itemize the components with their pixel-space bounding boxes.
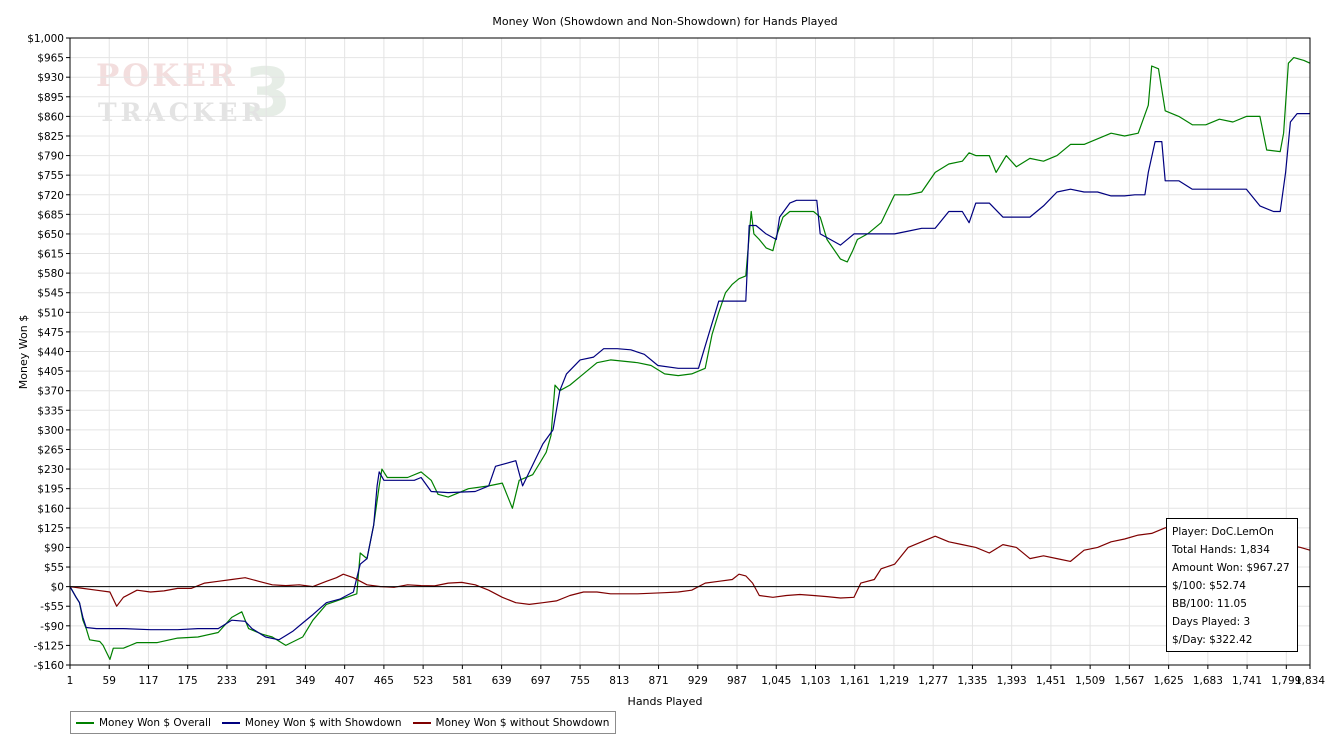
y-tick-label: $930 [37, 72, 64, 84]
x-tick-label: 1,799 [1271, 675, 1301, 687]
x-tick-label: 1 [67, 675, 74, 687]
y-tick-label: -$90 [40, 621, 64, 633]
y-tick-label: $965 [37, 53, 64, 65]
y-tick-label: $615 [37, 249, 64, 261]
x-tick-label: 1,219 [879, 675, 909, 687]
legend-label-non-showdown: Money Won $ without Showdown [435, 716, 610, 729]
series-line-showdown [69, 113, 1310, 641]
x-tick-label: 1,683 [1193, 675, 1223, 687]
x-tick-label: 1,741 [1232, 675, 1262, 687]
y-axis-ticks: -$160 -$125 -$90 -$55 $0 $55 $90 $125 $160 $195 $2… [27, 33, 70, 672]
x-tick-label: 987 [727, 675, 747, 687]
y-tick-label: $545 [37, 288, 64, 300]
x-axis-title: Hands Played [628, 695, 703, 708]
legend-item-overall[interactable]: Money Won $ Overall [71, 717, 217, 729]
y-tick-label: $230 [37, 464, 64, 476]
plot-frame [69, 37, 1311, 666]
x-tick-label: 871 [649, 675, 669, 687]
y-axis-title: Money Won $ [17, 315, 30, 389]
x-tick-label: 1,045 [761, 675, 791, 687]
player-stats-box: Player: DoC.LemOn Total Hands: 1,834 Amo… [1166, 518, 1298, 652]
y-tick-label: $475 [37, 327, 64, 339]
y-tick-label: $265 [37, 444, 64, 456]
y-tick-label: $860 [37, 111, 64, 123]
y-tick-label: $90 [44, 542, 64, 554]
y-tick-label: $580 [37, 268, 64, 280]
y-tick-label: $825 [37, 131, 64, 143]
legend-label-showdown: Money Won $ with Showdown [244, 716, 402, 729]
x-tick-label: 581 [452, 675, 472, 687]
y-tick-label: $1,000 [27, 33, 64, 45]
y-tick-label: -$160 [33, 660, 64, 672]
x-tick-label: 1,335 [957, 675, 987, 687]
y-tick-label: $160 [37, 503, 64, 515]
x-tick-label: 1,161 [840, 675, 870, 687]
x-tick-label: 639 [492, 675, 512, 687]
series-line-non-showdown [69, 521, 1311, 607]
legend-swatch-non-showdown [412, 721, 431, 724]
stat-days-played: Days Played: 3 [1172, 616, 1251, 628]
x-tick-label: 523 [413, 675, 433, 687]
x-tick-label: 117 [138, 675, 158, 687]
y-tick-label: $335 [37, 405, 64, 417]
x-tick-label: 755 [570, 675, 590, 687]
x-axis-ticks: 1 59 117 175 233 291 349 407 465 523 581 639 697 755 8… [67, 665, 1325, 687]
stat-per-day: $/Day: $322.42 [1172, 634, 1253, 646]
stat-total-hands: Total Hands: 1,834 [1172, 544, 1270, 556]
legend-swatch-overall [76, 721, 94, 724]
legend-item-non-showdown[interactable]: Money Won $ without Showdown [408, 717, 616, 729]
x-tick-label: 407 [335, 675, 355, 687]
x-tick-label: 1,393 [997, 675, 1027, 687]
x-tick-label: 59 [103, 675, 116, 687]
x-tick-label: 1,103 [800, 675, 830, 687]
chart-title: Money Won (Showdown and Non-Showdown) fo… [492, 15, 837, 28]
y-tick-label: $195 [37, 484, 64, 496]
y-tick-label: $790 [37, 151, 64, 163]
y-tick-label: -$125 [33, 640, 64, 652]
y-tick-label: $510 [37, 307, 64, 319]
series-line-overall [69, 57, 1311, 660]
y-tick-label: $0 [51, 582, 64, 594]
x-tick-label: 1,834 [1295, 675, 1325, 687]
chart-legend: Money Won $ Overall Money Won $ with Sho… [70, 711, 617, 734]
y-tick-label: $300 [37, 425, 64, 437]
legend-item-showdown[interactable]: Money Won $ with Showdown [217, 717, 408, 729]
y-tick-label: $125 [37, 523, 64, 535]
x-tick-label: 1,509 [1075, 675, 1105, 687]
grid-lines [69, 37, 1311, 666]
x-tick-label: 349 [295, 675, 315, 687]
x-tick-label: 813 [609, 675, 629, 687]
y-tick-label: $685 [37, 209, 64, 221]
x-tick-label: 1,625 [1154, 675, 1184, 687]
legend-label-overall: Money Won $ Overall [99, 716, 211, 729]
stat-amount-won: Amount Won: $967.27 [1172, 562, 1290, 574]
y-tick-label: $55 [44, 562, 64, 574]
stat-bb-100: BB/100: 11.05 [1172, 598, 1247, 610]
y-tick-label: $720 [37, 190, 64, 202]
x-tick-label: 929 [688, 675, 708, 687]
y-tick-label: $370 [37, 386, 64, 398]
y-tick-label: $755 [37, 170, 64, 182]
y-tick-label: $895 [37, 92, 64, 104]
x-tick-label: 175 [178, 675, 198, 687]
stat-per-100: $/100: $52.74 [1172, 580, 1246, 592]
legend-swatch-showdown [221, 721, 240, 724]
x-tick-label: 233 [217, 675, 237, 687]
x-tick-label: 1,567 [1114, 675, 1144, 687]
x-tick-label: 1,277 [918, 675, 948, 687]
y-tick-label: $650 [37, 229, 64, 241]
x-tick-label: 465 [374, 675, 394, 687]
x-tick-label: 697 [531, 675, 551, 687]
x-tick-label: 1,451 [1036, 675, 1066, 687]
series-lines [69, 57, 1311, 660]
y-tick-label: $405 [37, 366, 64, 378]
y-tick-label: $440 [37, 347, 64, 359]
y-tick-label: -$55 [40, 601, 64, 613]
x-tick-label: 291 [256, 675, 276, 687]
stat-player: Player: DoC.LemOn [1172, 526, 1274, 538]
